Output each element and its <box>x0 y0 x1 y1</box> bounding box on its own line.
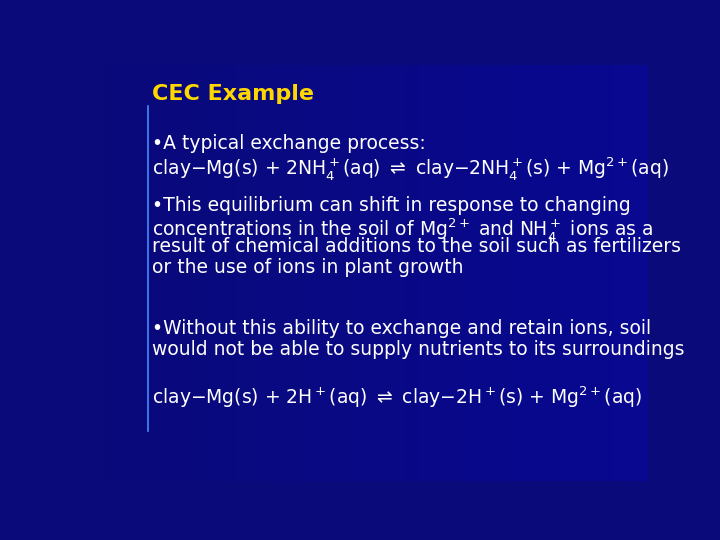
Text: result of chemical additions to the soil such as fertilizers: result of chemical additions to the soil… <box>152 237 681 256</box>
Text: would not be able to supply nutrients to its surroundings: would not be able to supply nutrients to… <box>152 340 685 359</box>
Text: clay$-$Mg(s) + 2H$^+$(aq) $\rightleftharpoons$ clay$-$2H$^+$(s) + Mg$^{2+}$(aq): clay$-$Mg(s) + 2H$^+$(aq) $\rightlefthar… <box>152 384 642 410</box>
Text: clay$-$Mg(s) + 2NH$_4^+$(aq) $\rightleftharpoons$ clay$-$2NH$_4^+$(s) + Mg$^{2+}: clay$-$Mg(s) + 2NH$_4^+$(aq) $\rightleft… <box>152 155 669 182</box>
Text: or the use of ions in plant growth: or the use of ions in plant growth <box>152 258 464 277</box>
Text: CEC Example: CEC Example <box>152 84 314 104</box>
Text: •Without this ability to exchange and retain ions, soil: •Without this ability to exchange and re… <box>152 319 651 338</box>
Text: •A typical exchange process:: •A typical exchange process: <box>152 134 426 153</box>
Text: •This equilibrium can shift in response to changing: •This equilibrium can shift in response … <box>152 195 631 215</box>
Text: concentrations in the soil of Mg$^{2+}$ and NH$_4^+$ ions as a: concentrations in the soil of Mg$^{2+}$ … <box>152 217 653 244</box>
